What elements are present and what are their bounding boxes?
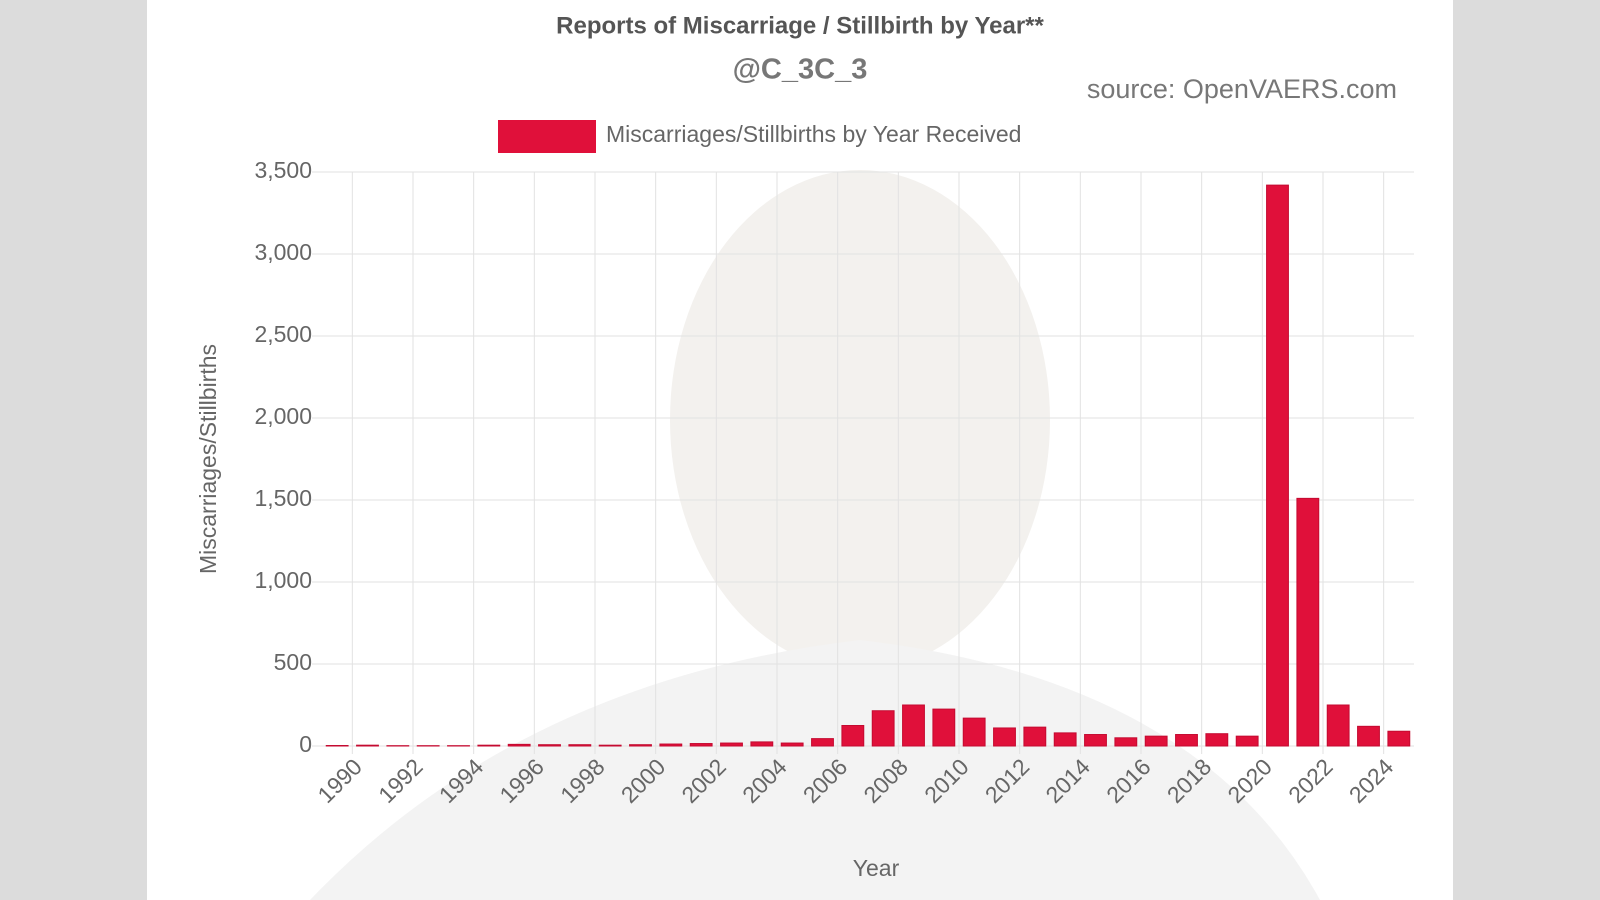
bar bbox=[1175, 734, 1198, 747]
subtitle: @C_3C_3 bbox=[733, 54, 868, 86]
bar bbox=[1023, 726, 1047, 747]
legend-label: Miscarriages/Stillbirths by Year Receive… bbox=[606, 121, 1021, 147]
bar bbox=[1144, 735, 1168, 747]
y-tick-label: 500 bbox=[274, 649, 312, 675]
bar bbox=[1357, 725, 1380, 747]
bar bbox=[356, 744, 379, 747]
bar bbox=[1205, 733, 1229, 747]
bar bbox=[1235, 735, 1259, 747]
bar bbox=[507, 743, 531, 747]
bar bbox=[1326, 704, 1350, 747]
y-tick-label: 2,000 bbox=[254, 403, 312, 429]
bar bbox=[659, 743, 683, 747]
bar bbox=[538, 744, 561, 747]
x-axis-label: Year bbox=[853, 855, 900, 881]
legend-swatch bbox=[498, 120, 596, 153]
y-tick-label: 2,500 bbox=[254, 321, 312, 347]
bar bbox=[1053, 732, 1077, 747]
y-axis-label: Miscarriages/Stillbirths bbox=[195, 344, 221, 574]
bar bbox=[720, 742, 743, 747]
bar bbox=[962, 717, 986, 747]
bar bbox=[1266, 184, 1289, 747]
bar bbox=[1084, 734, 1107, 747]
photo-backdrop bbox=[670, 170, 1050, 670]
bar bbox=[1114, 737, 1138, 747]
bar bbox=[629, 744, 652, 747]
bar bbox=[993, 727, 1016, 747]
bar bbox=[932, 708, 956, 747]
y-tick-label: 3,000 bbox=[254, 239, 312, 265]
bar bbox=[871, 710, 895, 747]
y-tick-label: 1,500 bbox=[254, 485, 312, 511]
bar bbox=[689, 743, 713, 747]
bar bbox=[477, 744, 501, 747]
bar bbox=[598, 744, 622, 747]
bar bbox=[841, 725, 865, 747]
bar bbox=[568, 744, 592, 747]
bar bbox=[780, 742, 804, 747]
photo-backdrop bbox=[310, 640, 1320, 900]
bar bbox=[811, 738, 834, 747]
y-tick-label: 0 bbox=[299, 731, 312, 757]
bar bbox=[1387, 730, 1411, 747]
y-tick-label: 3,500 bbox=[254, 157, 312, 183]
bar bbox=[902, 704, 925, 747]
y-tick-label: 1,000 bbox=[254, 567, 312, 593]
chart-title: Reports of Miscarriage / Stillbirth by Y… bbox=[556, 12, 1044, 39]
source: source: OpenVAERS.com bbox=[1087, 74, 1397, 104]
bar bbox=[750, 741, 774, 747]
bar bbox=[1296, 497, 1320, 747]
